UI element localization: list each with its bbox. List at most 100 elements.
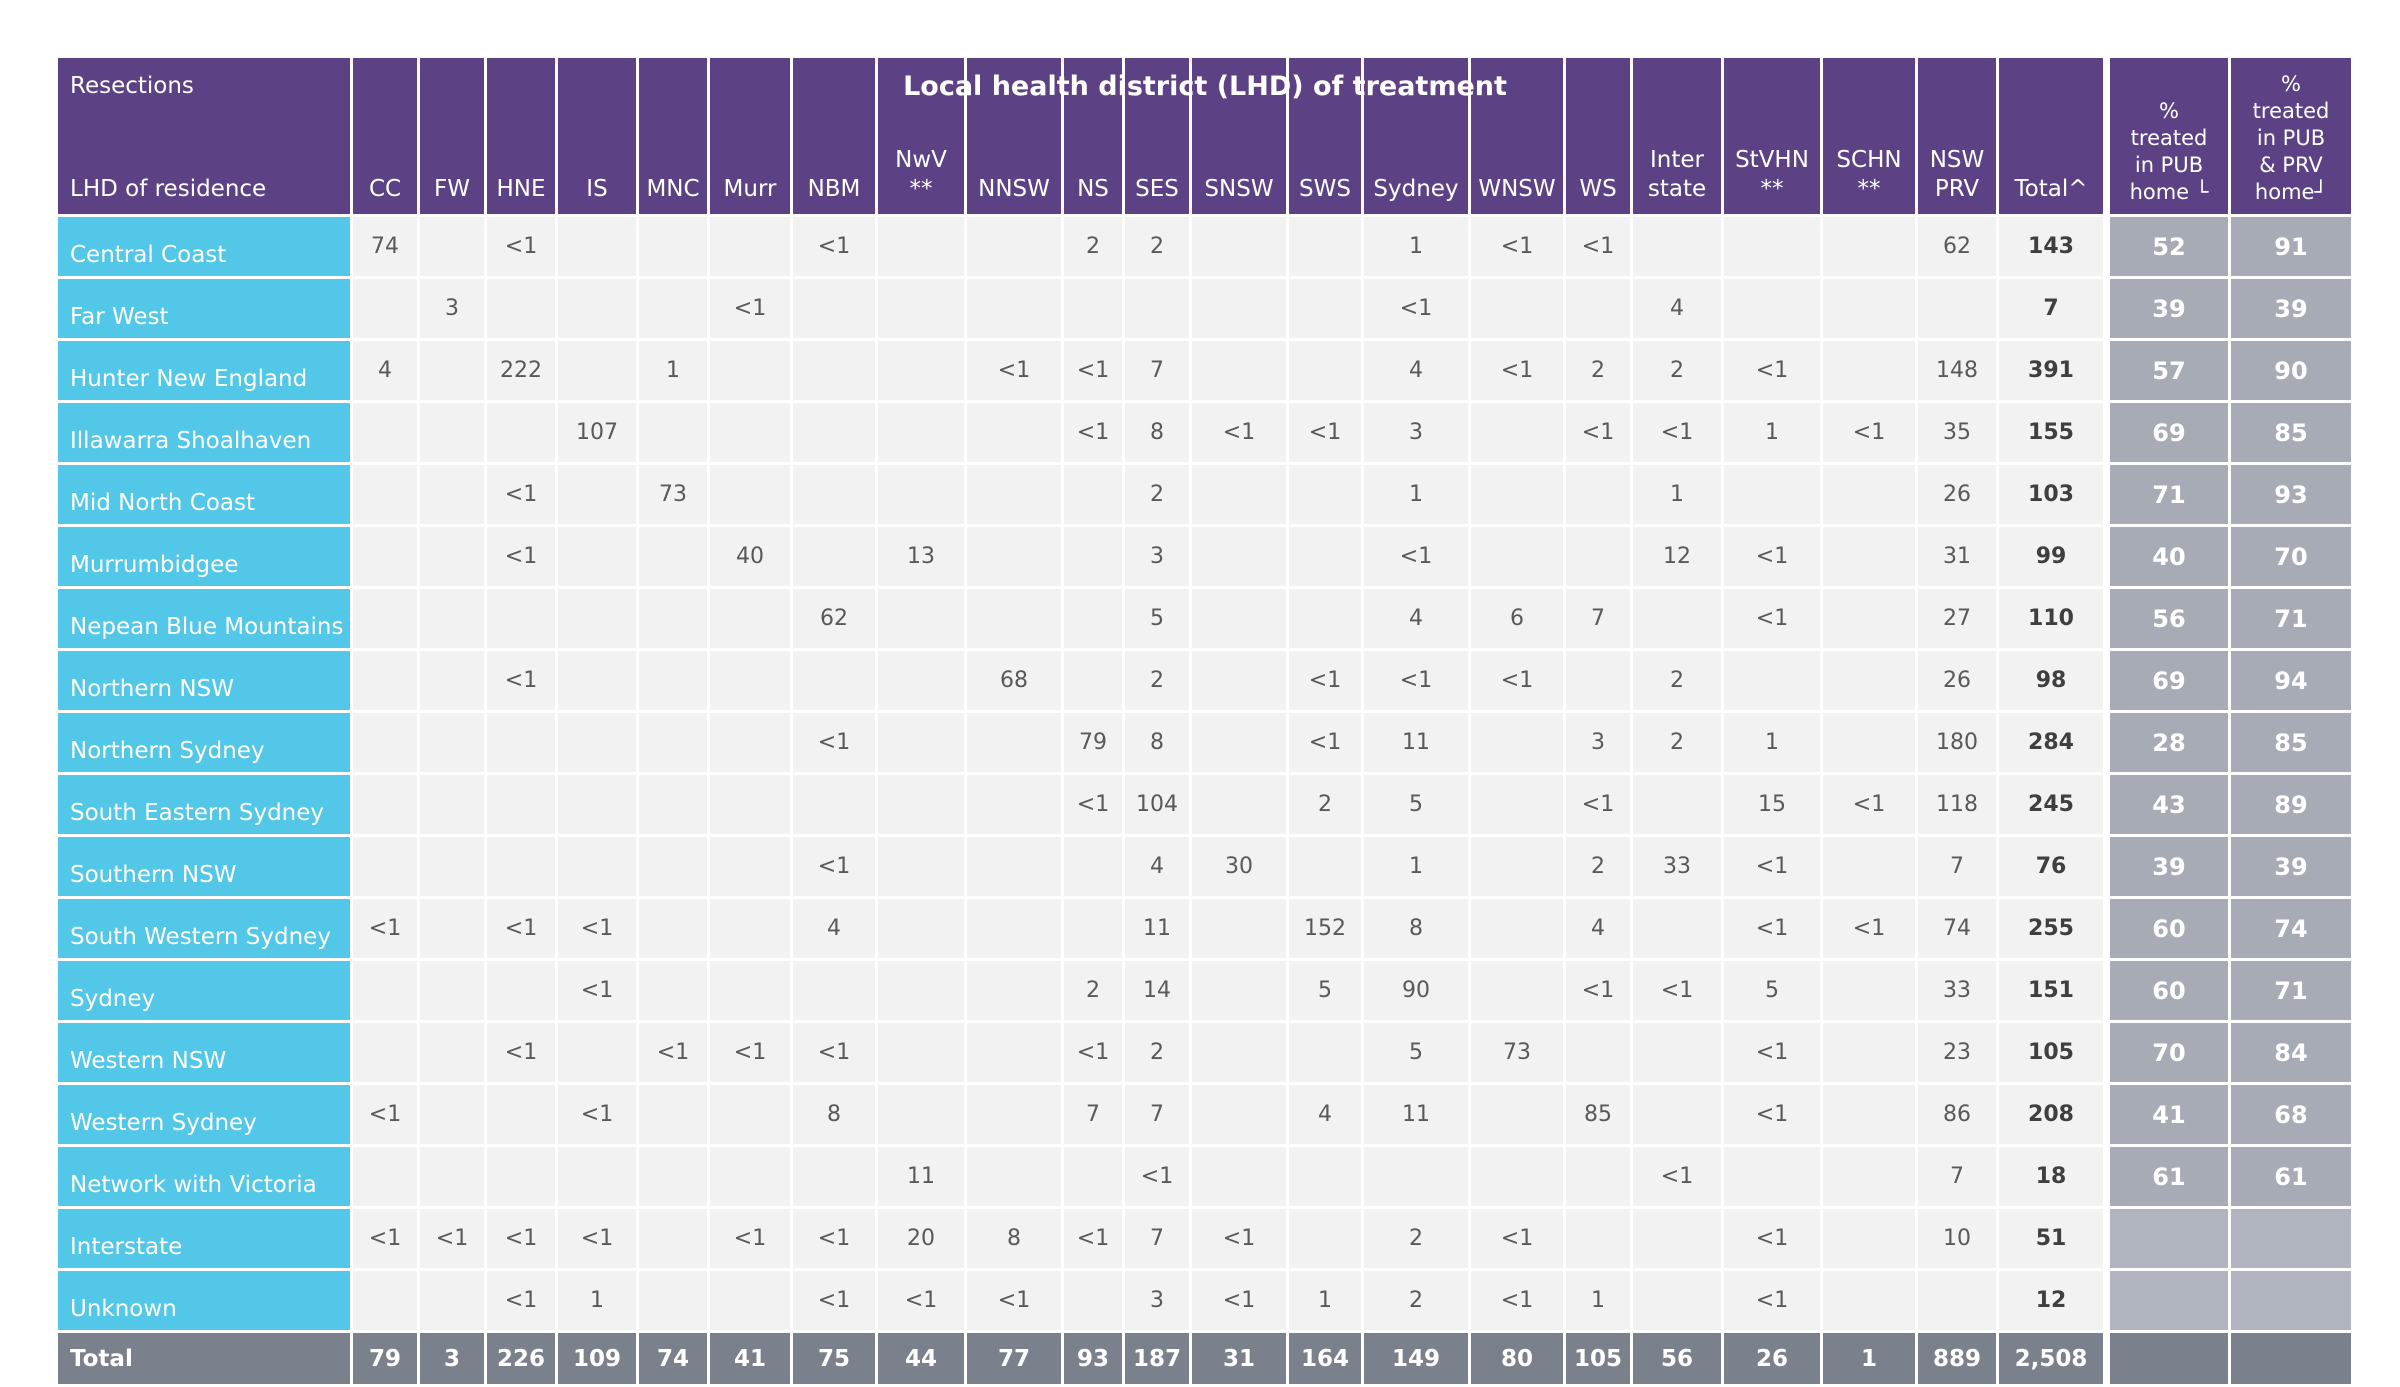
treatment-column-header: CC — [353, 58, 417, 214]
row-label: Northern NSW — [58, 651, 350, 710]
data-cell — [639, 1209, 707, 1268]
row-total-cell: 143 — [1999, 217, 2103, 276]
data-cell: 1 — [1566, 1271, 1630, 1330]
data-cell — [1192, 899, 1286, 958]
data-cell: 90 — [1364, 961, 1468, 1020]
data-cell: 40 — [710, 527, 790, 586]
row-label: Western NSW — [58, 1023, 350, 1082]
data-cell: 2 — [1125, 1023, 1189, 1082]
data-cell — [1566, 651, 1630, 710]
data-cell — [1823, 651, 1915, 710]
data-cell: 4 — [1633, 279, 1721, 338]
data-cell: 118 — [1918, 775, 1996, 834]
data-cell — [878, 465, 964, 524]
row-total-cell: 7 — [1999, 279, 2103, 338]
pct-cell: 71 — [2231, 589, 2351, 648]
data-cell — [1823, 1085, 1915, 1144]
pct-cell: 94 — [2231, 651, 2351, 710]
treatment-column-header: WNSW — [1471, 58, 1563, 214]
data-cell: 2 — [1289, 775, 1361, 834]
data-cell: <1 — [1566, 217, 1630, 276]
row-total-cell: 245 — [1999, 775, 2103, 834]
data-cell: 73 — [639, 465, 707, 524]
data-cell — [1823, 961, 1915, 1020]
data-cell: 1 — [1364, 465, 1468, 524]
data-cell — [353, 775, 417, 834]
data-cell — [878, 713, 964, 772]
treatment-column-header: NSW PRV — [1918, 58, 1996, 214]
data-cell: 2 — [1566, 837, 1630, 896]
pct-cell — [2106, 1271, 2228, 1330]
data-cell — [420, 775, 484, 834]
data-cell: 2 — [1633, 341, 1721, 400]
data-cell: 1 — [1724, 403, 1820, 462]
table-row: Sydney <1 2 14 5 90 <1 <1 5 33 151 60 71 — [58, 961, 2351, 1020]
data-cell — [710, 899, 790, 958]
row-total-cell: 103 — [1999, 465, 2103, 524]
data-cell — [420, 713, 484, 772]
row-total-cell: 18 — [1999, 1147, 2103, 1206]
data-cell — [967, 1085, 1061, 1144]
data-cell: <1 — [878, 1271, 964, 1330]
data-cell: 8 — [967, 1209, 1061, 1268]
pct-cell: 90 — [2231, 341, 2351, 400]
data-cell — [420, 961, 484, 1020]
data-cell: <1 — [967, 1271, 1061, 1330]
total-cell: 149 — [1364, 1333, 1468, 1384]
data-cell — [558, 651, 636, 710]
data-cell — [967, 961, 1061, 1020]
data-cell — [1633, 1271, 1721, 1330]
pct-cell: 69 — [2106, 651, 2228, 710]
table-row: Western NSW <1 <1 <1 <1 <1 2 5 73 <1 23 105 70 84 — [58, 1023, 2351, 1082]
data-cell: 86 — [1918, 1085, 1996, 1144]
data-cell: 7 — [1918, 1147, 1996, 1206]
data-cell — [710, 837, 790, 896]
data-cell — [639, 837, 707, 896]
pct-cell: 52 — [2106, 217, 2228, 276]
data-cell — [967, 527, 1061, 586]
data-cell — [1633, 1209, 1721, 1268]
data-cell: <1 — [558, 1209, 636, 1268]
data-cell — [793, 279, 875, 338]
pct-cell: 71 — [2106, 465, 2228, 524]
data-cell — [420, 589, 484, 648]
data-cell — [420, 527, 484, 586]
data-cell — [1633, 775, 1721, 834]
data-cell: <1 — [353, 1209, 417, 1268]
data-cell — [1823, 279, 1915, 338]
data-cell: 4 — [1364, 589, 1468, 648]
data-cell: 31 — [1918, 527, 1996, 586]
data-cell — [1823, 713, 1915, 772]
resections-table-container: Local health district (LHD) of treatment… — [55, 55, 2354, 1387]
data-cell — [1918, 279, 1996, 338]
data-cell — [1823, 1271, 1915, 1330]
data-cell — [1192, 217, 1286, 276]
data-cell: <1 — [1633, 403, 1721, 462]
row-label: Northern Sydney — [58, 713, 350, 772]
data-cell — [1566, 1147, 1630, 1206]
pct-cell: 61 — [2106, 1147, 2228, 1206]
data-cell — [710, 589, 790, 648]
data-cell: <1 — [1724, 1209, 1820, 1268]
data-cell — [878, 279, 964, 338]
total-cell: 80 — [1471, 1333, 1563, 1384]
data-cell — [1823, 1147, 1915, 1206]
data-cell: 33 — [1918, 961, 1996, 1020]
data-cell — [878, 651, 964, 710]
data-cell: 79 — [1064, 713, 1122, 772]
data-cell: 3 — [1566, 713, 1630, 772]
data-cell — [793, 341, 875, 400]
data-cell — [793, 961, 875, 1020]
data-cell: <1 — [1724, 527, 1820, 586]
data-cell: 1 — [1289, 1271, 1361, 1330]
treatment-column-header: FW — [420, 58, 484, 214]
data-cell — [1192, 961, 1286, 1020]
data-cell — [420, 837, 484, 896]
data-cell — [639, 651, 707, 710]
data-cell — [1823, 1023, 1915, 1082]
data-cell — [1918, 1271, 1996, 1330]
data-cell: <1 — [353, 899, 417, 958]
data-cell: <1 — [1064, 403, 1122, 462]
data-cell — [1192, 713, 1286, 772]
total-cell: 77 — [967, 1333, 1061, 1384]
